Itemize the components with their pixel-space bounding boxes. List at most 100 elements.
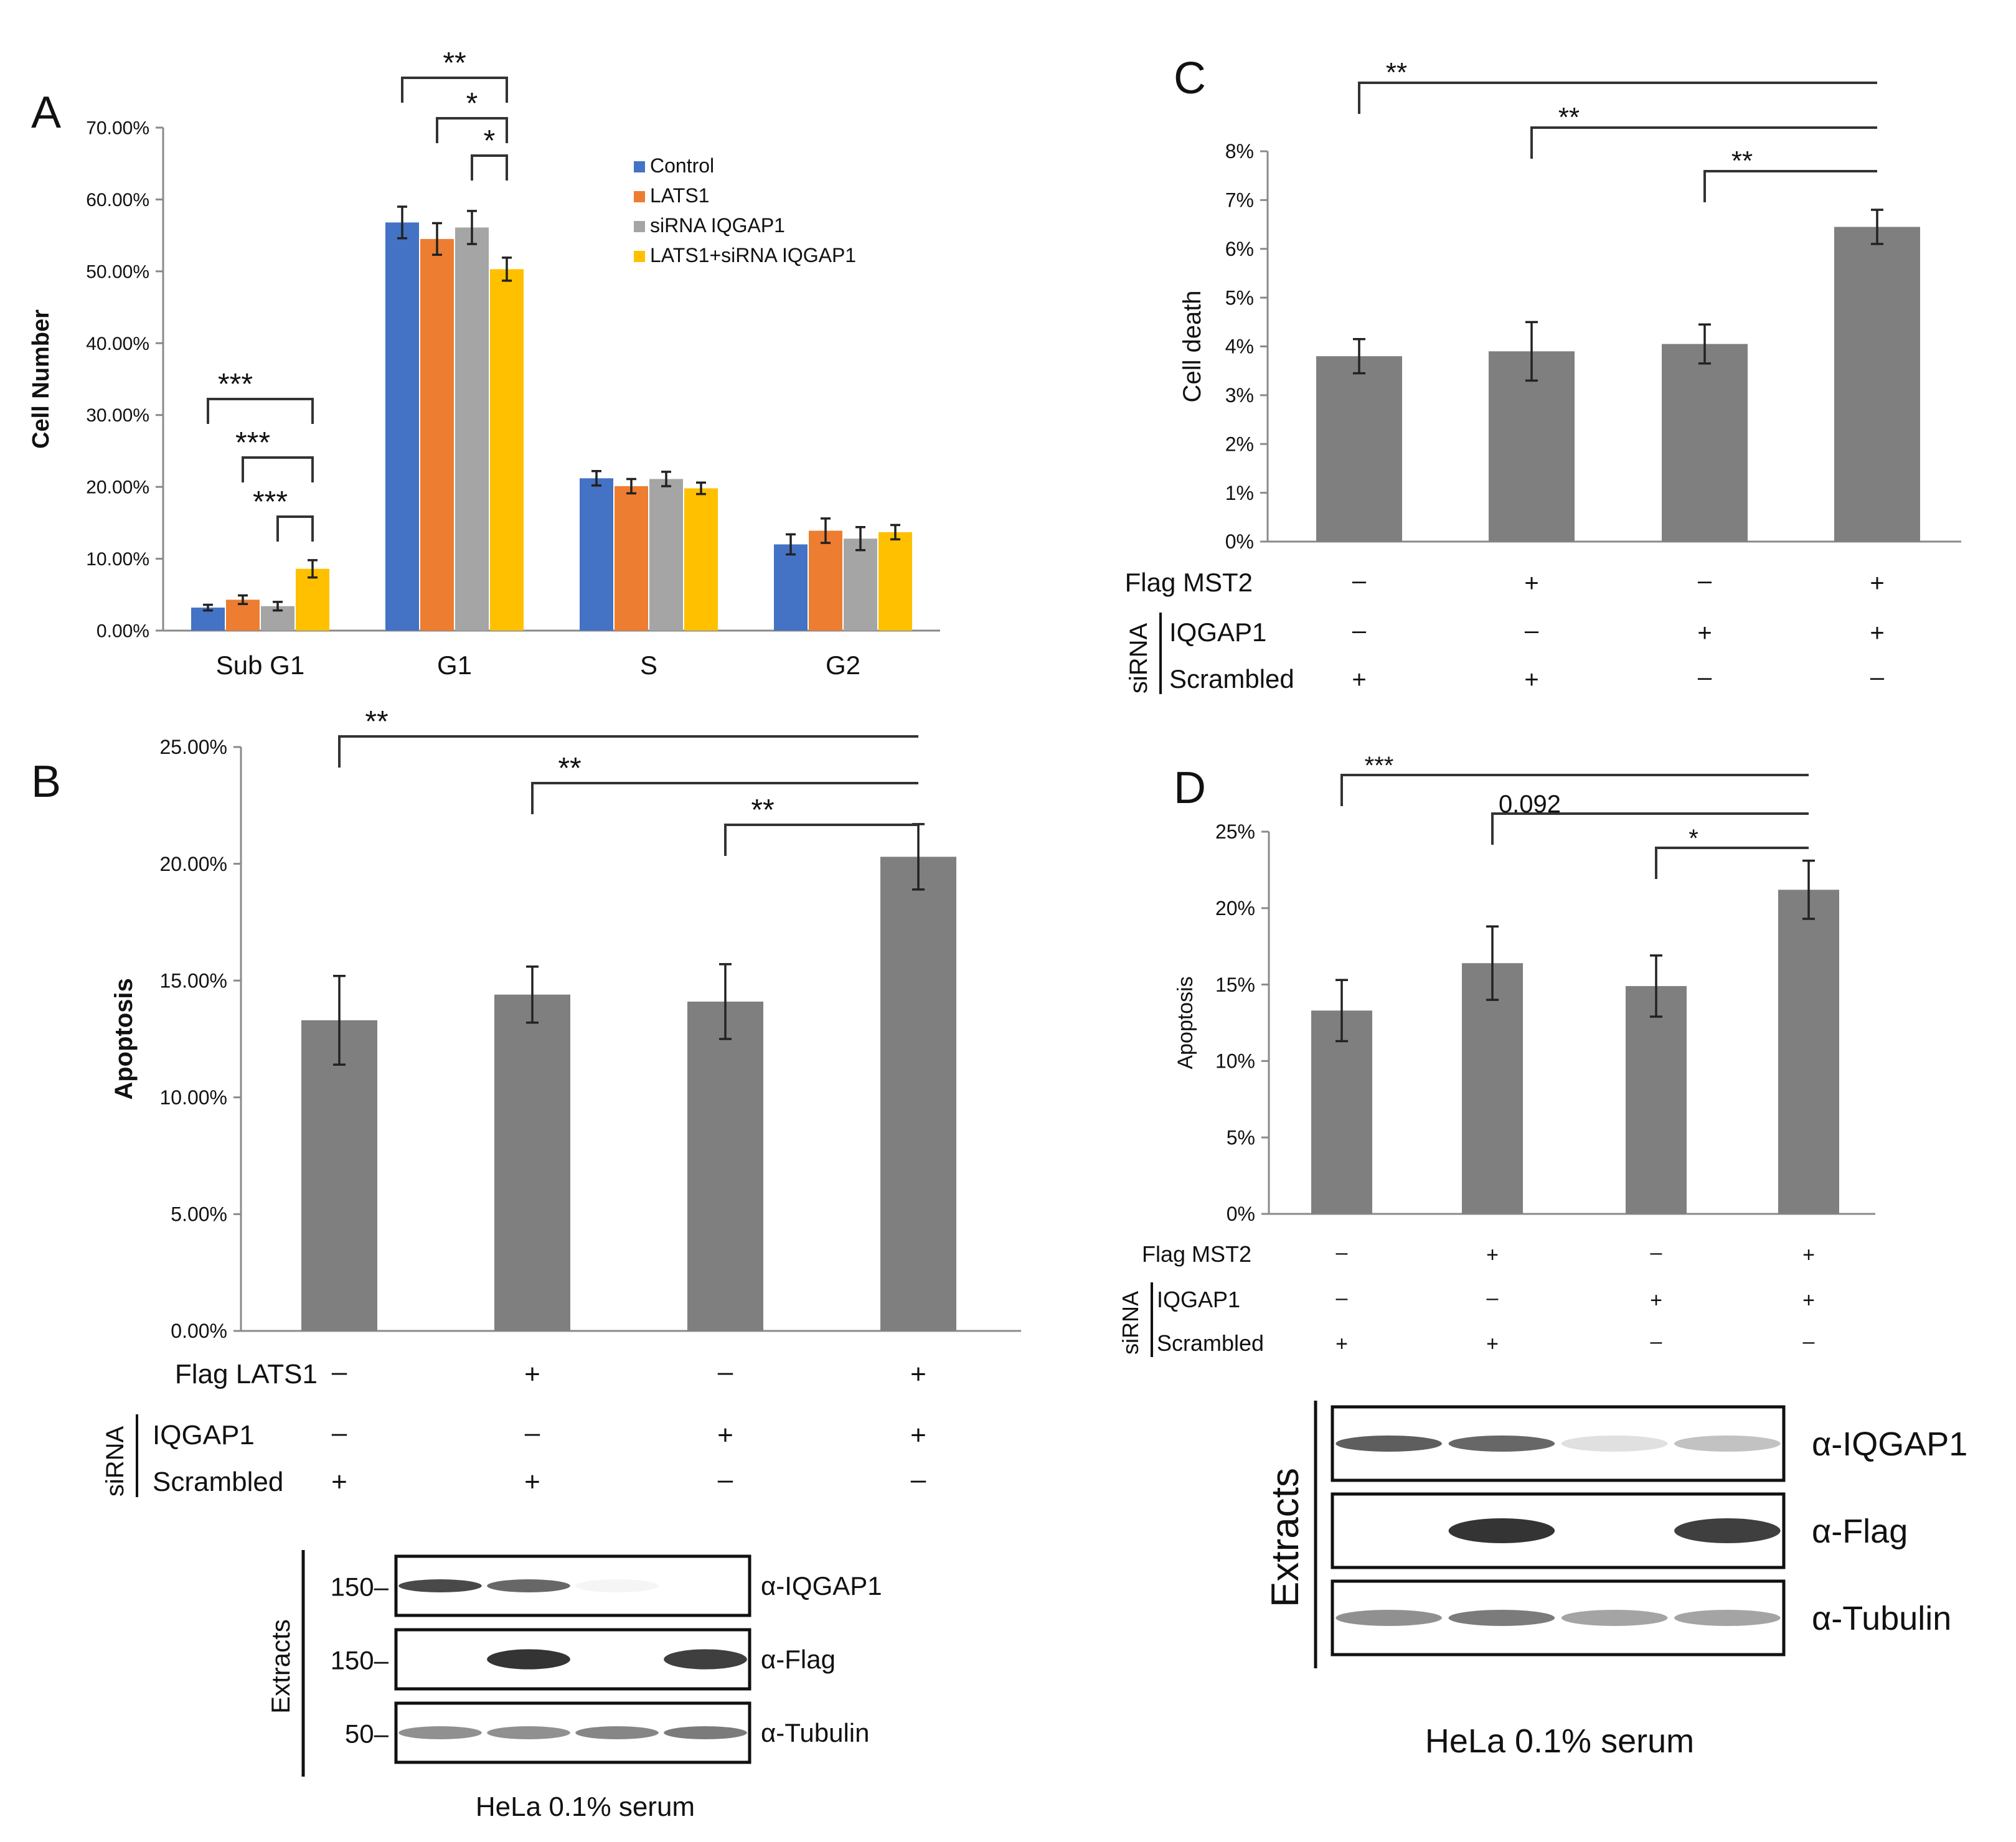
panel-a-significance-label: * bbox=[484, 125, 496, 157]
blot-b-band bbox=[575, 1726, 659, 1739]
panel-b-condition-mark: – bbox=[525, 1417, 540, 1448]
panel-c-condition-mark: + bbox=[1524, 570, 1538, 597]
panel-a-y-tick-label: 0.00% bbox=[97, 621, 149, 642]
blot-b-antibody-label: α-Tubulin bbox=[761, 1718, 869, 1747]
blot-b-band bbox=[487, 1649, 570, 1670]
panel-b-letter: B bbox=[31, 757, 61, 807]
blot-d-antibody-label: α-Flag bbox=[1812, 1513, 1908, 1550]
panel-d-condition-mark: – bbox=[1336, 1241, 1348, 1264]
plots-layer: 0.00% 10.00% 20.00% 30.00% 40.00% 50.00% 60.00… bbox=[28, 47, 1967, 1822]
panel-b-error-bar bbox=[526, 965, 539, 1024]
panel-c-bar bbox=[1316, 356, 1402, 542]
panel-a-x-tick-label: Sub G1 bbox=[216, 651, 304, 680]
panel-a-error-bar bbox=[890, 524, 900, 541]
panel-d-condition-mark: – bbox=[1487, 1286, 1499, 1310]
blot-b-size-marker: 150– bbox=[331, 1646, 389, 1675]
blot-b-band bbox=[487, 1579, 570, 1592]
panel-b-condition-mark: – bbox=[332, 1417, 347, 1448]
panel-c-significance-bracket bbox=[1530, 126, 1877, 159]
panel-d-error-bar bbox=[1335, 979, 1348, 1043]
panel-d-condition-mark: + bbox=[1486, 1332, 1499, 1356]
panel-c-significance-label: ** bbox=[1558, 102, 1580, 133]
blot-b-band bbox=[664, 1649, 747, 1670]
panel-c-condition-mark: – bbox=[1698, 567, 1712, 594]
panel-c-condition-label: Scrambled bbox=[1169, 664, 1294, 693]
panel-a-significance-bracket bbox=[276, 515, 314, 542]
panel-a-x-tick-label: G1 bbox=[437, 651, 472, 680]
blot-d-extracts-label: Extracts bbox=[1264, 1468, 1307, 1607]
panel-a-error-bar bbox=[626, 477, 636, 495]
panel-d-bar bbox=[1462, 963, 1523, 1214]
blot-d-caption: HeLa 0.1% serum bbox=[1425, 1722, 1694, 1760]
panel-b-y-tick-label: 5.00% bbox=[171, 1203, 227, 1226]
panel-d-condition-mark: + bbox=[1802, 1243, 1815, 1267]
panel-a-bar bbox=[455, 227, 489, 631]
blot-b-band bbox=[664, 1726, 747, 1739]
panel-b-condition-mark: + bbox=[910, 1420, 926, 1450]
panel-a-y-tick-label: 50.00% bbox=[86, 261, 149, 282]
blot-b-panel bbox=[394, 1628, 751, 1691]
panel-b-bar bbox=[880, 857, 956, 1331]
panel-a-significance-bracket bbox=[242, 456, 314, 482]
panel-a-x-tick-label: G2 bbox=[826, 651, 860, 680]
panel-b-y-tick-label: 15.00% bbox=[159, 969, 227, 992]
panel-c-significance-bracket bbox=[1703, 170, 1877, 202]
panel-a-bar bbox=[385, 222, 419, 631]
blot-b-antibody-label: α-IQGAP1 bbox=[761, 1571, 882, 1600]
panel-c-error-bar bbox=[1698, 323, 1711, 365]
blot-b-band bbox=[398, 1579, 482, 1592]
panel-c-y-tick-label: 0% bbox=[1225, 530, 1254, 553]
panel-a-y-axis-title: Cell Number bbox=[28, 309, 54, 449]
panel-a-y-tick-label: 30.00% bbox=[86, 405, 149, 426]
blot-b-caption: HeLa 0.1% serum bbox=[476, 1792, 695, 1822]
panel-c-condition-label: IQGAP1 bbox=[1169, 618, 1266, 647]
panel-b-y-tick-label: 10.00% bbox=[159, 1086, 227, 1109]
blot-d-band bbox=[1561, 1610, 1668, 1626]
panel-c-condition-mark: + bbox=[1524, 666, 1538, 693]
panel-b-error-bar bbox=[719, 963, 732, 1040]
panel-d-condition-label: Scrambled bbox=[1157, 1330, 1264, 1356]
blot-d-band bbox=[1561, 1436, 1668, 1452]
panel-a-y-tick-label: 40.00% bbox=[86, 334, 149, 354]
panel-c-bar bbox=[1489, 351, 1575, 542]
panel-b-chart: 0.00% 5.00% 10.00% 15.00% 20.00% 25.00% Apopto… bbox=[101, 705, 1021, 1497]
panel-a-legend-swatch bbox=[634, 191, 645, 202]
panel-a-legend-swatch bbox=[634, 251, 645, 262]
blot-b-band bbox=[575, 1579, 659, 1592]
panel-d-y-tick-label: 5% bbox=[1227, 1126, 1255, 1149]
panel-a-significance-label: *** bbox=[253, 486, 288, 519]
panel-b-bar bbox=[494, 994, 570, 1331]
panel-a-bar bbox=[878, 532, 912, 631]
panel-d-y-tick-label: 25% bbox=[1215, 820, 1255, 843]
panel-a-error-bar bbox=[502, 256, 512, 282]
blot-d-band bbox=[1448, 1610, 1555, 1626]
panel-a-error-bar bbox=[821, 517, 831, 544]
panel-a-error-bar bbox=[467, 210, 477, 245]
panel-a-error-bar bbox=[696, 481, 706, 496]
panel-d-y-axis-title: Apoptosis bbox=[1174, 976, 1197, 1069]
panel-c-condition-mark: – bbox=[1870, 664, 1885, 691]
blot-d-band bbox=[1674, 1518, 1781, 1544]
panel-a-legend-label: siRNA IQGAP1 bbox=[650, 214, 785, 237]
panel-b-error-bar bbox=[333, 974, 346, 1066]
panel-a-x-tick-label: S bbox=[640, 651, 657, 680]
panel-d-significance-label: *** bbox=[1365, 752, 1394, 779]
panel-c-y-tick-label: 6% bbox=[1225, 238, 1254, 260]
panel-b-significance-label: ** bbox=[365, 705, 388, 738]
panel-c-significance-label: ** bbox=[1386, 57, 1407, 88]
panel-a-significance-bracket bbox=[207, 398, 314, 424]
panel-c-y-tick-label: 2% bbox=[1225, 433, 1254, 455]
panel-c-condition-mark: + bbox=[1352, 666, 1366, 693]
panel-d-condition-mark: – bbox=[1336, 1286, 1348, 1310]
panel-d-condition-mark: – bbox=[1803, 1330, 1815, 1353]
blot-d-band bbox=[1674, 1610, 1781, 1626]
panel-a-error-bar bbox=[238, 594, 248, 606]
panel-b-condition-mark: + bbox=[717, 1420, 733, 1450]
panel-c-letter: C bbox=[1174, 54, 1206, 103]
panel-c-sirna-group-label: siRNA bbox=[1125, 623, 1152, 694]
panel-d-bar bbox=[1778, 890, 1839, 1214]
panel-a-significance-bracket bbox=[471, 154, 508, 181]
panel-c-condition-mark: + bbox=[1870, 570, 1884, 597]
blot-b-extracts-label: Extracts bbox=[266, 1619, 295, 1714]
